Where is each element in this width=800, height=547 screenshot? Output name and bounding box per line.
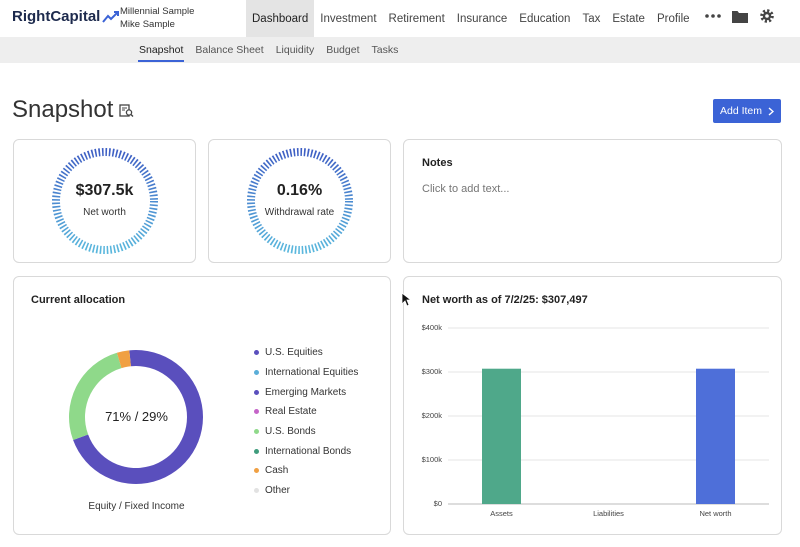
logo-text: RightCapital xyxy=(12,8,101,25)
client-switcher[interactable]: Millennial Sample Mike Sample xyxy=(120,5,194,31)
tab-snapshot[interactable]: Snapshot xyxy=(133,37,189,63)
client-name: Mike Sample xyxy=(120,19,175,30)
legend-item[interactable]: Other xyxy=(254,481,358,501)
withdrawal-rate-value: 0.16% xyxy=(276,182,323,199)
folder-icon[interactable] xyxy=(732,8,748,24)
x-tick-label: Net worth xyxy=(699,509,732,518)
legend-item[interactable]: Emerging Markets xyxy=(254,382,358,402)
add-item-button[interactable]: Add Item xyxy=(713,99,781,123)
y-tick-label: $400k xyxy=(421,323,442,332)
legend-label: Cash xyxy=(265,465,289,477)
legend-dot-icon xyxy=(254,468,259,474)
tab-balance-sheet[interactable]: Balance Sheet xyxy=(195,44,264,56)
net-worth-ring: $307.5k Net worth xyxy=(50,146,160,256)
allocation-center-text: 71% / 29% xyxy=(105,409,168,424)
top-navigation: RightCapital Millennial Sample Mike Samp… xyxy=(0,0,800,37)
net-worth-chart-card: Net worth as of 7/2/25: $307,497 $0 $100k… xyxy=(403,276,782,535)
net-worth-label: Net worth xyxy=(83,207,126,218)
allocation-title: Current allocation xyxy=(31,294,126,306)
withdrawal-rate-card[interactable]: 0.16% Withdrawal rate xyxy=(208,139,391,263)
x-tick-label: Liabilities xyxy=(593,509,624,518)
legend-item[interactable]: Cash xyxy=(254,461,358,481)
preview-icon[interactable] xyxy=(119,103,134,118)
legend-label: International Bonds xyxy=(265,445,352,457)
legend-dot-icon xyxy=(254,389,259,395)
nav-item-investment[interactable]: Investment xyxy=(320,12,377,25)
legend-item[interactable]: International Bonds xyxy=(254,441,358,461)
nav-item-retirement[interactable]: Retirement xyxy=(388,12,445,25)
chart-title: Net worth as of 7/2/25: $307,497 xyxy=(422,294,588,306)
x-tick-label: Assets xyxy=(490,509,513,518)
nav-item-profile[interactable]: Profile xyxy=(656,12,690,25)
legend-item[interactable]: U.S. Bonds xyxy=(254,422,358,442)
legend-label: Real Estate xyxy=(265,406,317,418)
allocation-card: Current allocation 71% / 29% Equity / Fi… xyxy=(13,276,391,535)
nav-item-dashboard[interactable]: Dashboard xyxy=(246,0,315,37)
sub-navigation: Snapshot Balance Sheet Liquidity Budget Task… xyxy=(0,37,800,63)
y-tick-label: $0 xyxy=(433,499,442,508)
notes-card: Notes xyxy=(403,139,782,263)
net-worth-value: $307.5k xyxy=(75,182,134,199)
allocation-donut[interactable] xyxy=(56,337,216,497)
allocation-caption: Equity / Fixed Income xyxy=(88,501,185,512)
chevron-right-icon xyxy=(768,106,775,116)
y-tick-label: $300k xyxy=(421,367,442,376)
logo[interactable]: RightCapital xyxy=(12,8,120,25)
client-household-name: Millennial Sample xyxy=(120,6,195,17)
nav-item-tax[interactable]: Tax xyxy=(582,12,601,25)
y-tick-label: $200k xyxy=(421,411,442,420)
legend-dot-icon xyxy=(254,409,259,415)
donut-slice[interactable] xyxy=(69,352,122,441)
legend-label: U.S. Equities xyxy=(265,347,323,359)
bar-assets[interactable] xyxy=(482,368,521,504)
bar-net-worth[interactable] xyxy=(696,368,735,504)
nav-item-education[interactable]: Education xyxy=(519,12,571,25)
nav-item-estate[interactable]: Estate xyxy=(612,12,645,25)
legend-dot-icon xyxy=(254,370,259,376)
mouse-cursor-icon xyxy=(401,292,411,307)
legend-dot-icon xyxy=(254,488,259,494)
nav-item-insurance[interactable]: Insurance xyxy=(456,12,508,25)
tab-budget[interactable]: Budget xyxy=(326,44,360,56)
main-nav: Dashboard Investment Retirement Insurance Ed… xyxy=(246,0,696,37)
add-item-label: Add Item xyxy=(719,105,763,117)
page-title: Snapshot xyxy=(12,96,114,123)
legend-dot-icon xyxy=(254,448,259,454)
tab-tasks[interactable]: Tasks xyxy=(371,44,399,56)
nav-icons xyxy=(705,8,775,24)
legend-label: U.S. Bonds xyxy=(265,426,316,438)
legend-dot-icon xyxy=(254,429,259,435)
legend-label: Other xyxy=(265,485,291,497)
legend-label: Emerging Markets xyxy=(265,386,347,398)
notes-input[interactable] xyxy=(422,183,762,195)
allocation-legend: U.S. Equities International Equities Emerg… xyxy=(254,343,358,501)
legend-label: International Equities xyxy=(265,367,359,379)
withdrawal-rate-ring: 0.16% Withdrawal rate xyxy=(245,146,355,256)
tab-liquidity[interactable]: Liquidity xyxy=(275,44,315,56)
logo-arrow-icon xyxy=(102,10,120,23)
net-worth-bar-chart xyxy=(448,327,769,505)
legend-item[interactable]: Real Estate xyxy=(254,402,358,422)
donut-slice[interactable] xyxy=(116,350,131,369)
notes-title: Notes xyxy=(422,157,453,169)
withdrawal-rate-label: Withdrawal rate xyxy=(264,207,335,218)
withdrawal-rate-gauge xyxy=(246,148,353,254)
gear-icon[interactable] xyxy=(759,8,775,24)
legend-dot-icon xyxy=(254,350,259,356)
y-tick-label: $100k xyxy=(421,455,442,464)
net-worth-card[interactable]: $307.5k Net worth xyxy=(13,139,196,263)
net-worth-gauge xyxy=(51,148,158,254)
dashboard-tabs: Snapshot Balance Sheet Liquidity Budget Task… xyxy=(133,37,404,63)
more-icon[interactable] xyxy=(705,8,721,24)
legend-item[interactable]: U.S. Equities xyxy=(254,343,358,363)
legend-item[interactable]: International Equities xyxy=(254,363,358,383)
page-title-row: Snapshot xyxy=(12,96,134,124)
